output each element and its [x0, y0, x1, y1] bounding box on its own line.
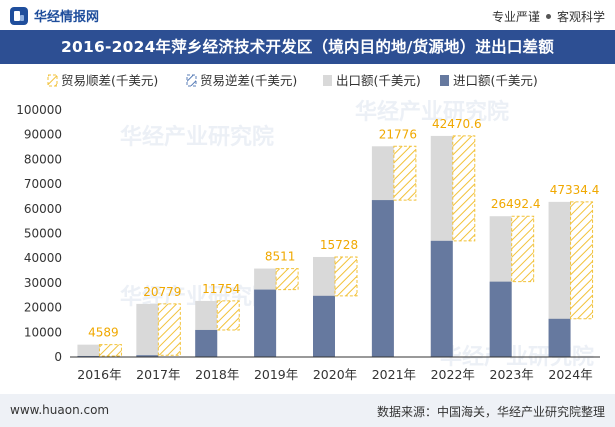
- chart-title: 2016-2024年萍乡经济技术开发区（境内目的地/货源地）进出口差额: [61, 38, 554, 56]
- export-bar: [136, 303, 159, 357]
- logo-icon: [10, 6, 28, 25]
- legend-swatch-surplus: [47, 74, 58, 87]
- import-bar: [548, 318, 571, 357]
- x-axis: 2016年 2017年 2018年 2019年 2020年 2021年 2022年 2023年…: [70, 356, 600, 382]
- slogan-left: 专业严谨: [491, 10, 540, 24]
- surplus-bar: [393, 145, 417, 201]
- surplus-bar: [452, 135, 476, 242]
- data-label: 21776: [379, 127, 417, 141]
- y-tick-label: 20000: [24, 301, 62, 315]
- import-bar: [371, 200, 394, 357]
- legend-label: 贸易逆差(千美元): [200, 73, 297, 88]
- data-label: 47334.4: [550, 183, 600, 197]
- data-label: 8511: [265, 250, 296, 264]
- legend-label: 贸易顺差(千美元): [61, 73, 158, 88]
- data-label: 26492.4: [491, 197, 541, 211]
- title-band: 2016-2024年萍乡经济技术开发区（境内目的地/货源地）进出口差额: [0, 30, 615, 64]
- y-tick-label: 50000: [24, 227, 62, 241]
- x-tick-label: 2023年: [490, 367, 534, 382]
- slogan: 专业严谨 客观科学: [492, 8, 605, 25]
- y-tick-label: 30000: [24, 276, 62, 290]
- watermark-text: 华经产业研究院: [355, 99, 509, 125]
- y-tick-label: 80000: [24, 152, 62, 166]
- site-link[interactable]: www.huaon.com: [10, 403, 110, 417]
- y-tick-label: 60000: [24, 202, 62, 216]
- legend-swatch-deficit: [186, 74, 197, 87]
- import-bar: [313, 295, 335, 357]
- x-tick-label: 2019年: [254, 367, 298, 382]
- legend-swatch-import: [440, 75, 449, 86]
- import-bar: [489, 281, 512, 357]
- data-label: 4589: [88, 326, 119, 340]
- y-tick-label: 40000: [24, 251, 62, 265]
- logo-text: 华经情报网: [34, 10, 100, 25]
- legend-label: 出口额(千美元): [336, 73, 421, 88]
- legend: 贸易顺差(千美元) 贸易逆差(千美元) 出口额(千美元) 进口额(千美元): [47, 73, 538, 88]
- import-bar: [136, 355, 159, 357]
- top-bar: 华经情报网 专业严谨 客观科学: [0, 0, 615, 30]
- export-bar: [77, 344, 100, 357]
- y-axis: 0 10000 20000 30000 40000 50000 60000 70000 8000…: [16, 103, 62, 364]
- surplus-bar: [334, 256, 358, 297]
- surplus-bar: [275, 268, 299, 291]
- import-bar: [430, 240, 453, 357]
- data-labels: 4589 20779 11754 8511 15728 21776 42470.6 26492…: [88, 117, 599, 340]
- y-tick-label: 100000: [16, 103, 62, 117]
- x-tick-label: 2018年: [195, 367, 239, 382]
- x-tick-label: 2022年: [431, 367, 475, 382]
- import-bar: [195, 329, 218, 357]
- surplus-bar: [570, 201, 594, 320]
- source-note: 数据来源：中国海关，华经产业研究院整理: [376, 405, 605, 419]
- surplus-bar: [98, 344, 122, 357]
- footer: www.huaon.com 数据来源：中国海关，华经产业研究院整理: [0, 394, 615, 427]
- legend-swatch-export: [323, 75, 332, 86]
- data-label: 15728: [320, 238, 358, 252]
- data-label: 11754: [202, 282, 240, 296]
- bullet-dot-icon: [545, 14, 551, 19]
- legend-label: 进口额(千美元): [453, 73, 538, 88]
- watermark-text: 华经产业研究院: [120, 124, 274, 150]
- x-tick-label: 2020年: [313, 367, 357, 382]
- y-tick-label: 90000: [24, 128, 62, 142]
- x-tick-label: 2017年: [136, 367, 180, 382]
- slogan-right: 客观科学: [556, 10, 605, 24]
- import-bar: [254, 289, 277, 357]
- surplus-bar: [511, 215, 535, 283]
- y-tick-label: 0: [54, 350, 62, 364]
- data-label: 20779: [143, 285, 181, 299]
- surplus-bar: [216, 300, 240, 331]
- bars: [77, 135, 594, 357]
- import-bar: [77, 355, 100, 357]
- logo[interactable]: 华经情报网: [10, 6, 99, 25]
- y-tick-label: 10000: [24, 325, 62, 339]
- export-bar: [548, 201, 571, 357]
- surplus-bar: [157, 303, 181, 356]
- y-tick-label: 70000: [24, 177, 62, 191]
- data-label: 42470.6: [432, 117, 482, 131]
- x-tick-label: 2016年: [77, 367, 121, 382]
- x-tick-label: 2024年: [548, 367, 592, 382]
- x-tick-label: 2021年: [372, 367, 416, 382]
